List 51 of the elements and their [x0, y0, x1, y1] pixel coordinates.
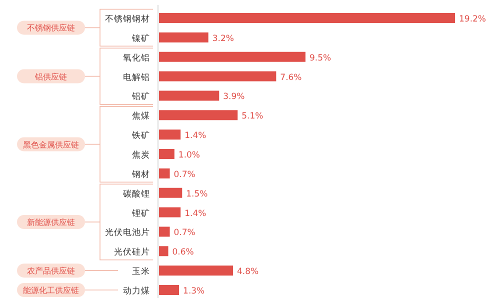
data-label: 3.9% [223, 92, 245, 102]
data-label: 19.2% [459, 14, 486, 24]
bar [159, 71, 276, 82]
y-tick-label: 铁矿 [131, 130, 150, 142]
bar [159, 226, 170, 237]
y-tick-label: 不锈钢钢材 [105, 14, 150, 24]
bar [159, 168, 170, 178]
bar [159, 110, 238, 120]
text: 能源化工供应链 [23, 286, 79, 295]
bar [159, 130, 181, 140]
data-label: 7.6% [280, 72, 302, 83]
bar [159, 52, 306, 62]
data-label: 0.7% [174, 228, 196, 238]
bar [159, 32, 208, 42]
bar [159, 207, 181, 218]
y-tick-label: 玉米 [132, 266, 150, 278]
data-label: 1.4% [184, 131, 206, 142]
data-label: 0.7% [174, 170, 196, 180]
y-tick-label: 光伏硅片 [114, 246, 150, 258]
data-label: 3.2% [212, 34, 234, 44]
y-tick-label: 铝矿 [131, 91, 150, 102]
bar [159, 13, 455, 23]
data-label: 1.4% [184, 208, 206, 219]
data-label: 0.6% [172, 248, 194, 258]
data-label: 5.1% [242, 112, 264, 122]
y-tick-label: 锂矿 [131, 208, 150, 219]
bar [159, 90, 220, 101]
text: 黑色金属供应链 [23, 140, 79, 150]
y-tick-label: 氧化铝 [123, 52, 150, 64]
y-tick-label: 镍矿 [131, 32, 150, 44]
y-tick-label: 碳酸锂 [122, 188, 150, 200]
data-label: 1.3% [183, 286, 205, 296]
y-tick-label: 焦煤 [132, 110, 150, 122]
bar [159, 188, 182, 198]
y-tick-label: 电解铝 [123, 72, 150, 83]
data-label: 1.0% [178, 150, 200, 160]
text: 不锈钢供应链 [27, 24, 75, 33]
y-tick-label: 焦炭 [132, 150, 150, 160]
text: 农产品供应链 [27, 266, 75, 276]
bar [159, 246, 168, 256]
text: 新能源供应链 [27, 218, 75, 227]
data-label: 1.5% [186, 189, 208, 200]
y-tick-label: 钢材 [131, 168, 150, 180]
bar [159, 285, 180, 295]
bar [159, 266, 233, 276]
data-label: 9.5% [309, 53, 332, 64]
bar [159, 149, 174, 159]
text: 铝供应链 [34, 72, 67, 82]
y-tick-label: 动力煤 [123, 286, 150, 296]
data-label: 4.8% [237, 267, 259, 278]
y-tick-label: 光伏电池片 [105, 227, 150, 238]
